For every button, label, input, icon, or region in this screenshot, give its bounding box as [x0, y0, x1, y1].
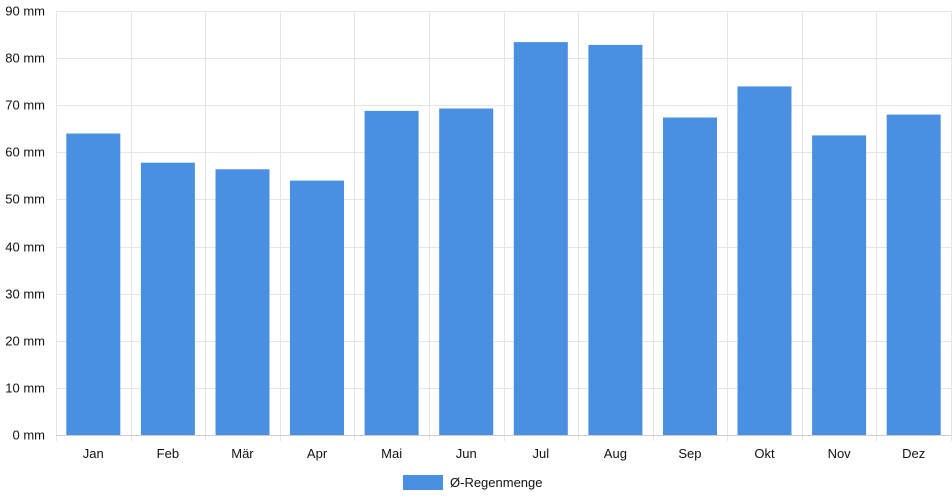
y-tick-label: 50 mm [5, 192, 45, 207]
x-tick-label: Okt [754, 446, 775, 461]
bar-mai[interactable] [364, 110, 419, 436]
legend-swatch[interactable] [403, 475, 443, 490]
bar-jul[interactable] [513, 42, 568, 435]
bar-aug[interactable] [588, 44, 643, 436]
y-tick-label: 40 mm [5, 240, 45, 255]
x-tick-label: Apr [307, 446, 328, 461]
x-tick-label: Nov [828, 446, 852, 461]
y-tick-label: 30 mm [5, 287, 45, 302]
x-tick-label: Feb [157, 446, 179, 461]
x-tick-label: Jun [456, 446, 477, 461]
bar-sep[interactable] [663, 117, 717, 436]
y-tick-label: 20 mm [5, 334, 45, 349]
y-tick-label: 80 mm [5, 51, 45, 66]
x-tick-label: Jan [83, 446, 104, 461]
y-tick-label: 0 mm [13, 428, 46, 443]
x-axis-tick-labels: Jan Feb Mär Apr Mai Jun Jul Aug Sep Okt Nov Dez [83, 446, 925, 461]
bars [66, 42, 941, 436]
legend[interactable]: Ø-Regenmenge [403, 475, 543, 490]
bar-jun[interactable] [439, 108, 494, 436]
y-tick-label: 90 mm [5, 4, 45, 19]
y-tick-label: 60 mm [5, 145, 45, 160]
x-tick-label: Dez [902, 446, 925, 461]
legend-label[interactable]: Ø-Regenmenge [450, 475, 543, 490]
bar-feb[interactable] [140, 162, 195, 435]
x-tick-label: Jul [532, 446, 549, 461]
x-tick-label: Sep [678, 446, 701, 461]
y-tick-label: 70 mm [5, 98, 45, 113]
bar-jan[interactable] [66, 133, 121, 436]
bar-mär[interactable] [215, 169, 270, 436]
x-tick-label: Mär [231, 446, 254, 461]
bar-dez[interactable] [886, 114, 941, 435]
x-tick-label: Mai [381, 446, 402, 461]
y-tick-label: 10 mm [5, 381, 45, 396]
bar-nov[interactable] [812, 135, 867, 435]
y-axis-tick-labels: 0 mm 10 mm 20 mm 30 mm 40 mm 50 mm 60 mm 70 mm 8… [5, 4, 45, 443]
x-tick-label: Aug [604, 446, 627, 461]
bar-okt[interactable] [737, 86, 792, 436]
bar-apr[interactable] [290, 180, 344, 435]
